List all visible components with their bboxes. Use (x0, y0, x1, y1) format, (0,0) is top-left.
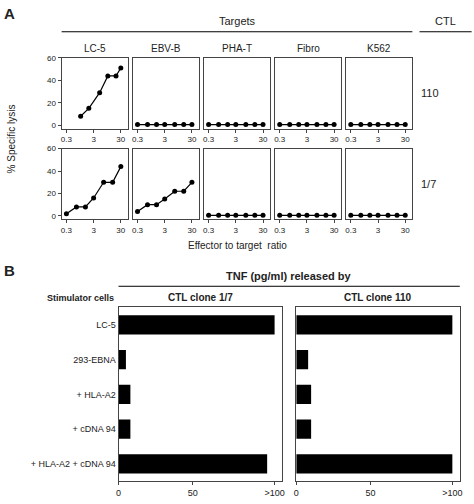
svg-text:0.3: 0.3 (61, 226, 73, 235)
svg-text:50: 50 (366, 488, 376, 498)
svg-text:30: 30 (187, 226, 196, 235)
svg-text:0.3: 0.3 (203, 135, 215, 144)
svg-text:30: 30 (401, 226, 410, 235)
svg-text:30: 30 (330, 135, 339, 144)
svg-text:LC-5: LC-5 (84, 43, 106, 54)
svg-text:+ cDNA 94: + cDNA 94 (72, 424, 115, 434)
svg-text:20: 20 (47, 99, 56, 108)
svg-text:3: 3 (305, 226, 310, 235)
svg-text:0: 0 (116, 488, 121, 498)
svg-text:Stimulator cells: Stimulator cells (47, 293, 114, 303)
svg-text:60: 60 (47, 144, 56, 153)
svg-text:30: 30 (116, 135, 125, 144)
svg-text:0.3: 0.3 (203, 226, 215, 235)
svg-text:0: 0 (52, 212, 57, 221)
svg-text:CTL clone 1/7: CTL clone 1/7 (168, 292, 233, 303)
svg-text:30: 30 (330, 226, 339, 235)
svg-text:0.3: 0.3 (61, 135, 73, 144)
svg-text:0.3: 0.3 (274, 226, 286, 235)
svg-text:3: 3 (91, 135, 96, 144)
svg-text:>100: >100 (442, 488, 462, 498)
svg-text:CTL clone 110: CTL clone 110 (344, 292, 412, 303)
svg-text:20: 20 (47, 189, 56, 198)
svg-text:Fibro: Fibro (297, 43, 320, 54)
svg-text:50: 50 (188, 488, 198, 498)
svg-text:60: 60 (47, 54, 56, 63)
svg-text:3: 3 (376, 135, 381, 144)
svg-text:+ HLA-A2 + cDNA 94: + HLA-A2 + cDNA 94 (31, 459, 116, 469)
svg-text:3: 3 (162, 226, 167, 235)
svg-text:30: 30 (401, 135, 410, 144)
svg-text:% Specific lysis: % Specific lysis (6, 105, 17, 174)
svg-text:1/7: 1/7 (421, 178, 436, 190)
svg-text:PHA-T: PHA-T (222, 43, 252, 54)
svg-text:K562: K562 (367, 43, 391, 54)
svg-text:3: 3 (162, 135, 167, 144)
svg-text:30: 30 (259, 226, 268, 235)
svg-text:3: 3 (376, 226, 381, 235)
svg-text:293-EBNA: 293-EBNA (73, 355, 116, 365)
svg-text:40: 40 (47, 167, 56, 176)
svg-text:3: 3 (91, 226, 96, 235)
svg-text:0.3: 0.3 (345, 226, 357, 235)
svg-text:Effector to target ratio: Effector to target ratio (188, 240, 287, 251)
svg-text:0.3: 0.3 (345, 135, 357, 144)
svg-text:3: 3 (234, 226, 239, 235)
svg-text:>100: >100 (264, 488, 284, 498)
svg-text:30: 30 (116, 226, 125, 235)
svg-text:3: 3 (305, 135, 310, 144)
svg-text:0.3: 0.3 (132, 135, 144, 144)
svg-text:110: 110 (421, 87, 439, 99)
svg-text:0.3: 0.3 (132, 226, 144, 235)
svg-text:A: A (4, 5, 15, 22)
svg-text:TNF (pg/ml) released by: TNF (pg/ml) released by (226, 270, 352, 282)
svg-text:+ HLA-A2: + HLA-A2 (76, 390, 115, 400)
svg-text:Targets: Targets (219, 15, 256, 27)
svg-text:30: 30 (187, 135, 196, 144)
svg-text:EBV-B: EBV-B (151, 43, 181, 54)
svg-text:0: 0 (52, 121, 57, 130)
svg-text:3: 3 (234, 135, 239, 144)
svg-text:0: 0 (294, 488, 299, 498)
svg-text:40: 40 (47, 76, 56, 85)
svg-text:LC-5: LC-5 (96, 320, 116, 330)
svg-text:0.3: 0.3 (274, 135, 286, 144)
svg-text:B: B (4, 262, 15, 279)
svg-text:CTL: CTL (435, 15, 456, 27)
svg-text:30: 30 (259, 135, 268, 144)
